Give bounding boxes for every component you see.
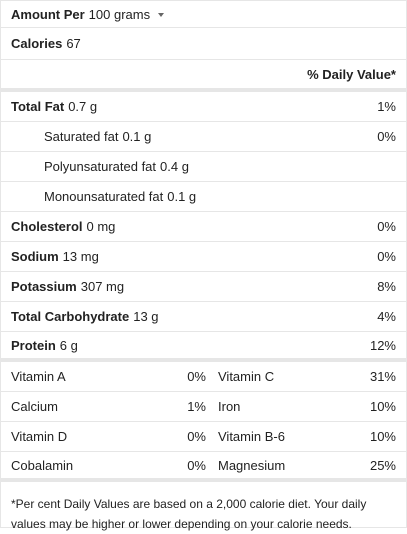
daily-value-heading-row: % Daily Value* [1,60,406,92]
nutrient-row-saturated-fat: Saturated fat 0.1 g 0% [1,122,406,152]
vitamin-row: Vitamin D 0% Vitamin B-6 10% [1,422,406,452]
vitamin-name: Magnesium [218,457,286,473]
nutrient-amount: 13 g [133,309,159,324]
nutrient-name: Total Carbohydrate [11,309,130,324]
nutrient-daily-value: 8% [377,279,396,294]
nutrient-row-total-fat: Total Fat 0.7 g 1% [1,92,406,122]
nutrient-row-total-carbohydrate: Total Carbohydrate 13 g 4% [1,302,406,332]
chevron-down-icon [158,13,165,17]
vitamin-name: Vitamin A [11,369,66,384]
nutrient-amount: 307 mg [80,279,125,294]
vitamin-row: Cobalamin 0% Magnesium 25% [1,452,406,482]
nutrient-daily-value: 0% [377,129,396,144]
vitamin-name: Vitamin B-6 [218,429,285,444]
vitamin-row: Vitamin A 0% Vitamin C 31% [1,362,406,392]
vitamin-name: Cobalamin [11,457,74,473]
nutrient-amount: 0.1 g [122,129,152,144]
daily-value-footnote: *Per cent Daily Values are based on a 2,… [11,497,367,531]
nutrient-row-cholesterol: Cholesterol 0 mg 0% [1,212,406,242]
nutrient-name: Polyunsaturated fat [44,159,157,174]
nutrient-amount: 13 mg [62,249,99,264]
vitamin-name: Calcium [11,399,58,414]
nutrient-name: Saturated fat [44,129,119,144]
vitamin-daily-value: 0% [187,429,206,444]
calories-label: Calories [11,36,63,51]
nutrient-daily-value: 0% [377,219,396,234]
nutrient-row-monounsaturated-fat: Monounsaturated fat 0.1 g [1,182,406,212]
vitamin-name: Vitamin C [218,369,275,384]
calories-row: Calories 67 [1,28,406,60]
vitamin-daily-value: 31% [369,369,396,384]
vitamin-daily-value: 10% [369,399,396,414]
vitamin-daily-value: 0% [187,457,206,473]
calories-value: 67 [66,36,81,51]
serving-size-value: 100 grams [88,6,151,22]
serving-size-dropdown[interactable]: 100 grams [88,6,165,22]
vitamin-daily-value: 10% [369,429,396,444]
serving-header: Amount Per 100 grams [1,1,406,28]
nutrient-name: Potassium [11,279,77,294]
nutrient-row-sodium: Sodium 13 mg 0% [1,242,406,272]
vitamin-daily-value: 1% [187,399,206,414]
nutrient-daily-value: 0% [377,249,396,264]
amount-per-label: Amount Per [11,6,85,22]
vitamin-name: Vitamin D [11,429,68,444]
nutrient-daily-value: 1% [377,99,396,114]
nutrient-daily-value: 12% [369,337,396,353]
nutrient-row-protein: Protein 6 g 12% [1,332,406,362]
vitamin-name: Iron [218,399,241,414]
vitamin-daily-value: 25% [369,457,396,473]
nutrient-daily-value: 4% [377,309,396,324]
nutrient-name: Sodium [11,249,59,264]
nutrient-amount: 0.4 g [160,159,189,174]
nutrient-amount: 0 mg [86,219,116,234]
nutrient-row-polyunsaturated-fat: Polyunsaturated fat 0.4 g [1,152,406,182]
nutrient-name: Monounsaturated fat [44,189,164,204]
vitamin-row: Calcium 1% Iron 10% [1,392,406,422]
nutrient-name: Protein [11,337,56,353]
daily-value-heading: % Daily Value* [307,66,396,82]
nutrient-amount: 6 g [59,337,78,353]
vitamin-daily-value: 0% [187,369,206,384]
nutrient-name: Total Fat [11,99,65,114]
nutrient-amount: 0.7 g [68,99,98,114]
nutrient-row-potassium: Potassium 307 mg 8% [1,272,406,302]
nutrient-amount: 0.1 g [167,189,197,204]
nutrient-name: Cholesterol [11,219,83,234]
